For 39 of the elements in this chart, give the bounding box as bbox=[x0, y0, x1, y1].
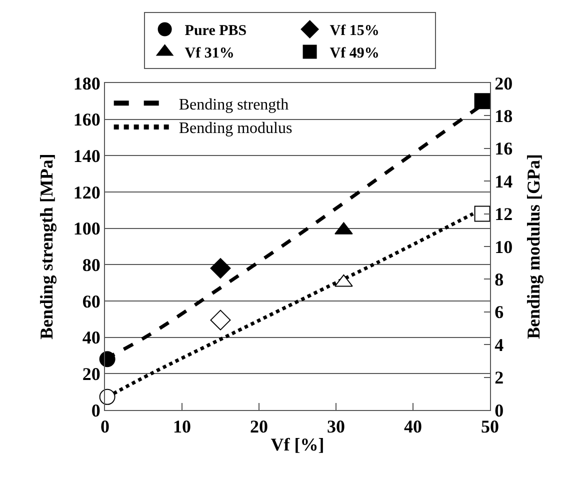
y-tick-label: 180 bbox=[73, 73, 100, 94]
y-tick-label: 120 bbox=[73, 182, 100, 202]
point bbox=[99, 388, 116, 405]
y2-tick-label: 16 bbox=[494, 138, 513, 159]
y2-tick-label: 18 bbox=[494, 106, 513, 126]
x-tick-label: 40 bbox=[404, 416, 422, 437]
x-tick-label: 10 bbox=[173, 416, 191, 437]
y-tick-label: 20 bbox=[82, 364, 100, 384]
y-axis-title: Bending strength [MPa] bbox=[36, 154, 57, 340]
point bbox=[99, 351, 116, 368]
point bbox=[210, 258, 231, 279]
y-tick-label: 100 bbox=[73, 218, 100, 239]
y2-tick-label: 10 bbox=[494, 236, 513, 257]
y2-tick-label: 6 bbox=[494, 302, 504, 322]
y2-tick-label: 4 bbox=[494, 334, 504, 355]
point bbox=[210, 310, 231, 330]
point bbox=[474, 93, 490, 110]
x-axis-title: Vf [%] bbox=[270, 434, 324, 455]
y-tick-label: 60 bbox=[82, 291, 100, 312]
legend-label: Vf 15% bbox=[330, 23, 380, 40]
x-tick-label: 30 bbox=[327, 416, 345, 437]
legend-label: Pure PBS bbox=[184, 23, 247, 40]
legend-label: Bending modulus bbox=[178, 120, 292, 138]
legend-label: Vf 31% bbox=[184, 46, 234, 62]
y-tick-label: 0 bbox=[91, 400, 100, 420]
point bbox=[474, 206, 490, 222]
y2-tick-label: 14 bbox=[494, 171, 513, 192]
y2-tick-label: 8 bbox=[494, 270, 504, 290]
y-tick-label: 80 bbox=[82, 254, 100, 275]
y2-tick-label: 20 bbox=[494, 73, 513, 94]
x-tick-label: 20 bbox=[250, 416, 268, 437]
y-tick-label: 140 bbox=[73, 146, 100, 166]
y2-tick-label: 12 bbox=[494, 204, 513, 224]
y-tick-label: 160 bbox=[73, 110, 100, 130]
y2-tick-label: 2 bbox=[494, 368, 504, 388]
y-tick-label: 40 bbox=[82, 328, 100, 348]
legend-label: Bending strength bbox=[178, 96, 289, 114]
y2-axis-title: Bending modulus [GPa] bbox=[524, 154, 544, 340]
legend-label: Vf 49% bbox=[330, 46, 380, 62]
